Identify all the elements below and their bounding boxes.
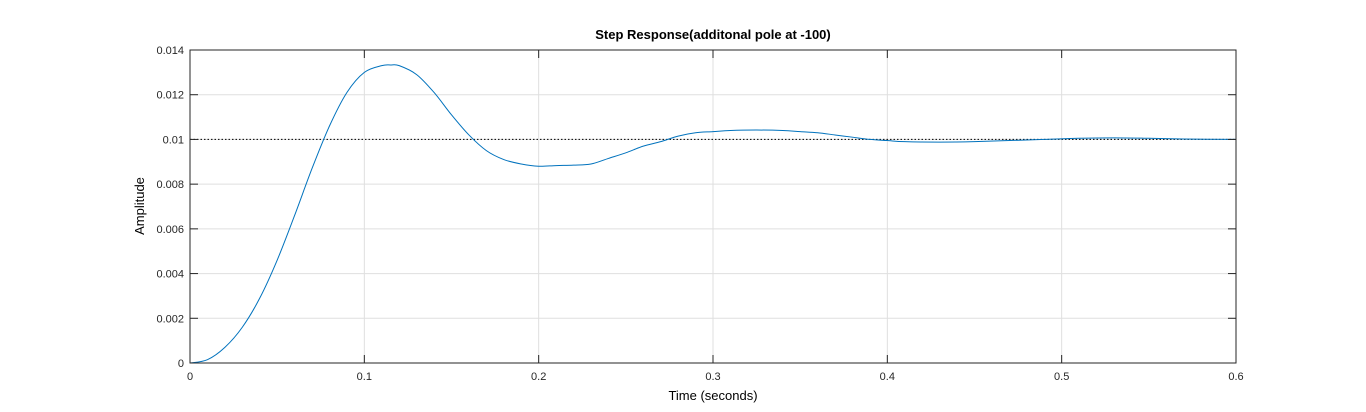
x-tick-label: 0.3	[705, 371, 720, 383]
y-axis-label: Amplitude	[132, 177, 147, 235]
y-tick-label: 0	[178, 358, 184, 370]
y-tick-label: 0.01	[163, 134, 184, 146]
y-tick-label: 0.006	[156, 224, 184, 236]
chart-title: Step Response(additonal pole at -100)	[595, 27, 831, 42]
y-tick-label: 0.012	[156, 90, 184, 102]
x-tick-label: 0.2	[531, 371, 546, 383]
y-tick-label: 0.004	[156, 269, 184, 281]
x-tick-label: 0.1	[357, 371, 372, 383]
series-layer	[189, 64, 1237, 364]
ticks: 0 0.1 0.2 0.3 0.4 0.5 0.6 0 0.002 0.004 0.006 0.008…	[156, 45, 1243, 383]
step-response-series	[189, 64, 1237, 364]
x-tick-label: 0.4	[880, 371, 895, 383]
x-tick-label: 0.5	[1054, 371, 1069, 383]
y-tick-label: 0.008	[156, 179, 184, 191]
x-tick-label: 0	[187, 371, 193, 383]
x-axis-label: Time (seconds)	[668, 388, 757, 403]
y-tick-label: 0.002	[156, 313, 184, 325]
y-tick-label: 0.014	[156, 45, 184, 57]
grid	[190, 50, 1236, 363]
x-tick-label: 0.6	[1228, 371, 1243, 383]
